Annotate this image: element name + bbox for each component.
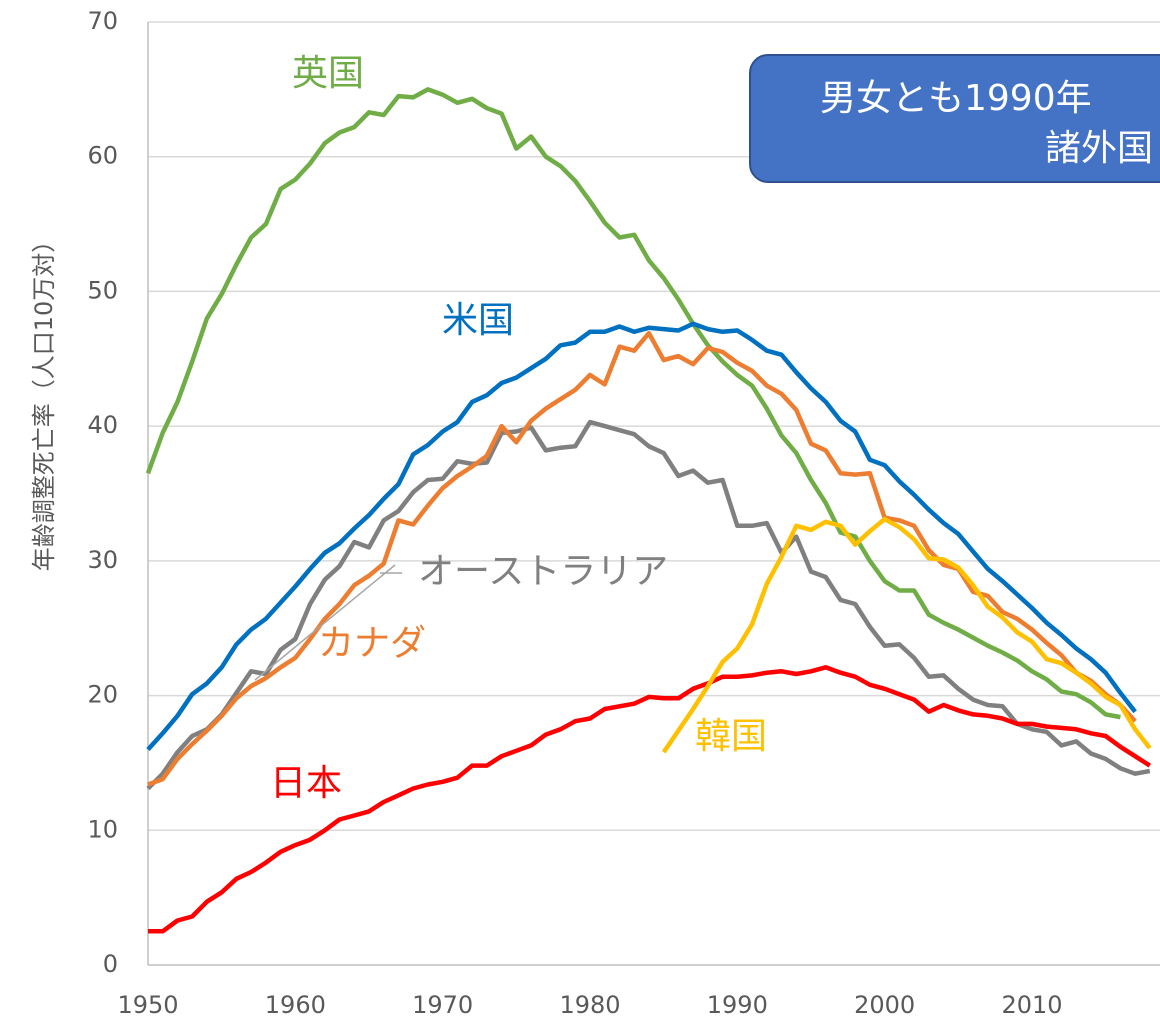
y-tick-label: 30 <box>87 546 118 574</box>
x-tick-label: 1960 <box>265 991 326 1019</box>
annotation-text: 男女とも1990年 <box>820 78 1092 119</box>
y-tick-label: 50 <box>87 276 118 304</box>
x-tick-label: 1990 <box>707 991 768 1019</box>
y-tick-label: 20 <box>87 681 118 709</box>
y-tick-label: 40 <box>87 411 118 439</box>
series-line <box>146 321 1137 752</box>
series-line <box>146 419 1151 791</box>
series-label: カナダ <box>318 623 426 664</box>
y-tick-label: 10 <box>87 815 118 843</box>
y-tick-label: 0 <box>103 950 118 978</box>
annotation-text: 諸外国 <box>1045 128 1153 169</box>
x-tick-label: 2010 <box>1001 991 1062 1019</box>
series-line <box>148 665 1152 934</box>
series-line <box>147 330 1137 787</box>
x-tick-label: 2000 <box>854 991 915 1019</box>
annotation-box <box>749 54 1160 183</box>
series-label: オーストラリア <box>418 551 668 592</box>
series-line <box>145 87 1121 720</box>
series-label: 日本 <box>270 763 342 804</box>
series-line <box>661 516 1152 754</box>
y-tick-label: 60 <box>87 142 118 170</box>
y-axis-title: 年齢調整死亡率（人口10万対） <box>30 229 58 572</box>
series-label: 英国 <box>292 53 364 94</box>
x-tick-label: 1970 <box>412 991 473 1019</box>
leader-line <box>254 564 402 681</box>
series-label: 米国 <box>442 300 514 341</box>
x-tick-label: 1950 <box>117 991 178 1019</box>
y-tick-label: 70 <box>87 7 118 35</box>
series-label: 韓国 <box>695 716 767 757</box>
x-tick-label: 1980 <box>559 991 620 1019</box>
